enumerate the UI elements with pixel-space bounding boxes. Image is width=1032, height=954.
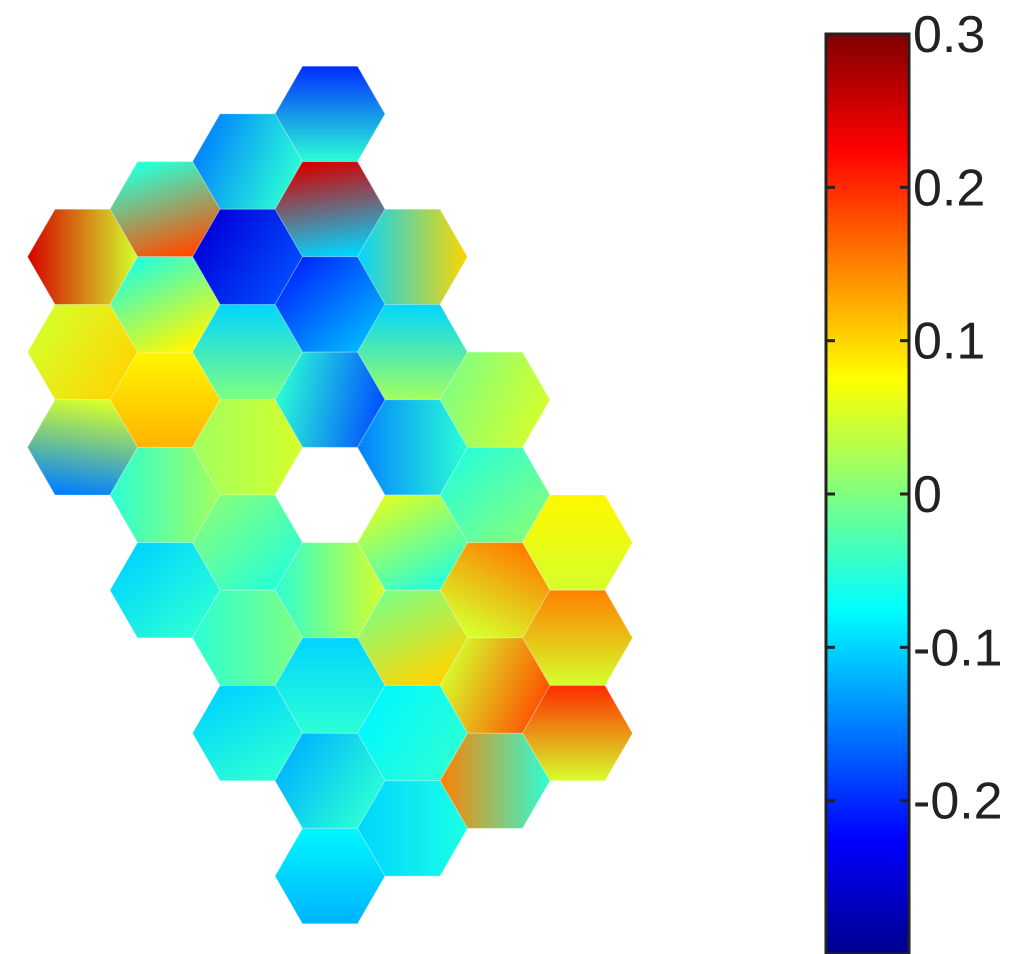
colorbar-tick-label: 0.1: [913, 313, 985, 371]
colorbar-tick-label: -0.2: [913, 773, 1003, 831]
mirror-segment: [274, 827, 386, 925]
segmented-mirror-map: [26, 65, 634, 925]
colorbar-gradient: [826, 34, 909, 954]
colorbar-tick-label: -0.1: [913, 619, 1003, 677]
colorbar-tick-label: 0.2: [913, 159, 985, 217]
colorbar-tick-label: 0.3: [913, 6, 985, 64]
colorbar: -0.2 -0.1 0 0.1 0.2 0.3: [824, 6, 1003, 954]
colorbar-tick-label: 0: [913, 466, 942, 524]
colorbar-ticks: -0.2 -0.1 0 0.1 0.2 0.3: [826, 6, 1003, 831]
